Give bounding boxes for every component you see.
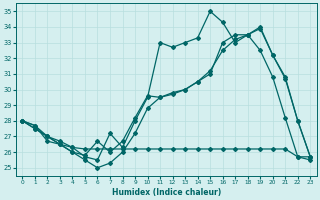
X-axis label: Humidex (Indice chaleur): Humidex (Indice chaleur) [112,188,221,197]
